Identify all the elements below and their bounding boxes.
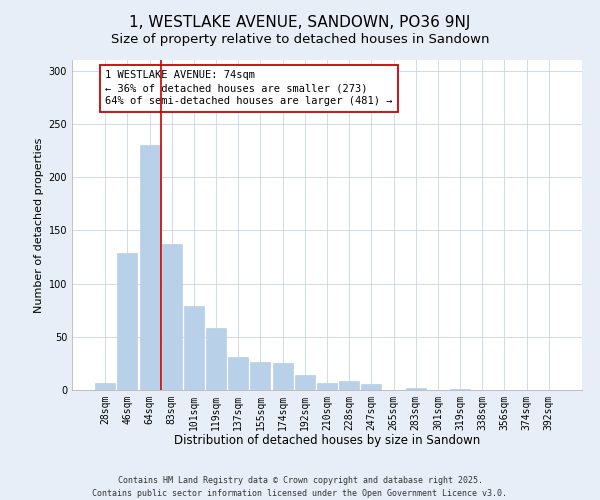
Bar (184, 306, 204, 390)
Text: 1, WESTLAKE AVENUE, SANDOWN, PO36 9NJ: 1, WESTLAKE AVENUE, SANDOWN, PO36 9NJ (130, 15, 470, 30)
Bar (361, 384, 382, 390)
X-axis label: Distribution of detached houses by size in Sandown: Distribution of detached houses by size … (174, 434, 480, 448)
Bar (295, 375, 315, 390)
Bar (406, 388, 426, 390)
Bar (206, 328, 226, 390)
Y-axis label: Number of detached properties: Number of detached properties (34, 138, 44, 312)
Bar (162, 244, 182, 390)
Text: Size of property relative to detached houses in Sandown: Size of property relative to detached ho… (111, 32, 489, 46)
Bar (95, 382, 115, 390)
Bar (140, 145, 160, 390)
Bar (450, 389, 470, 390)
Bar (339, 382, 359, 390)
Bar (228, 357, 248, 390)
Bar (250, 362, 271, 390)
Text: Contains HM Land Registry data © Crown copyright and database right 2025.
Contai: Contains HM Land Registry data © Crown c… (92, 476, 508, 498)
Bar (118, 252, 137, 390)
Text: 1 WESTLAKE AVENUE: 74sqm
← 36% of detached houses are smaller (273)
64% of semi-: 1 WESTLAKE AVENUE: 74sqm ← 36% of detach… (105, 70, 392, 106)
Bar (272, 364, 293, 390)
Bar (317, 382, 337, 390)
